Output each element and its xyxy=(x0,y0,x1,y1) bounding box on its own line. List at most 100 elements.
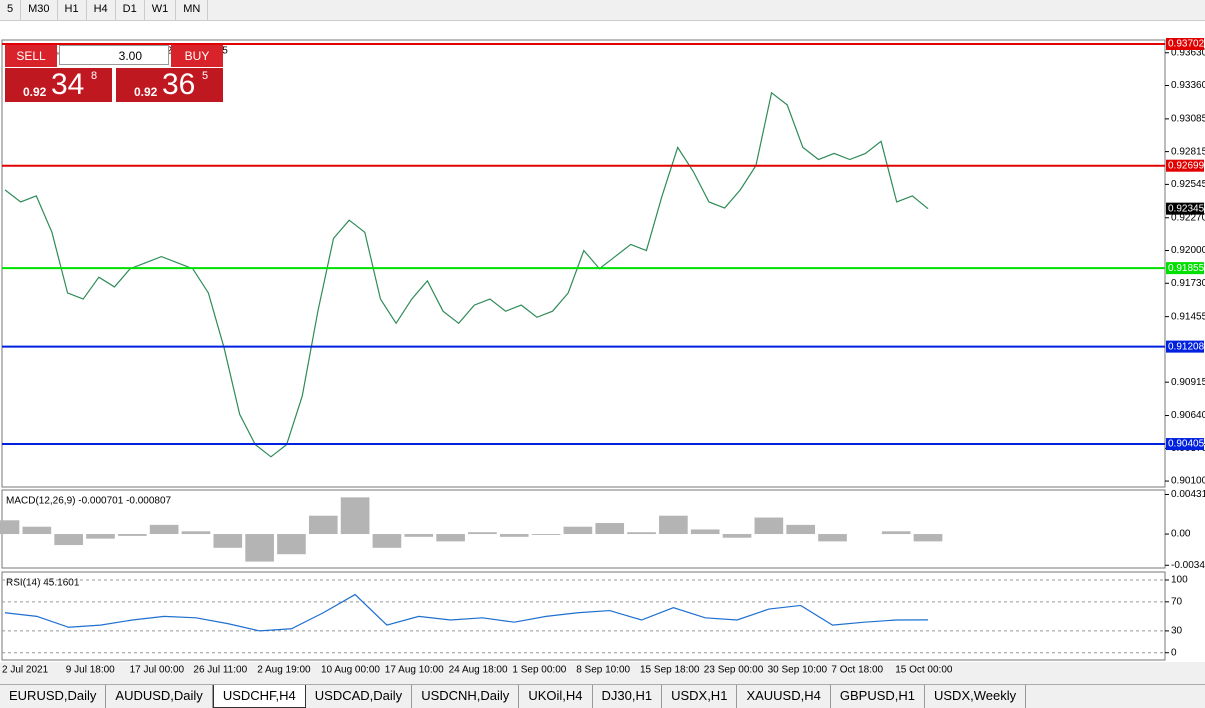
panel-frame xyxy=(1,39,1166,488)
chart-tab[interactable]: EURUSD,Daily xyxy=(0,685,107,708)
histogram-bar xyxy=(690,529,720,535)
histogram-bar xyxy=(754,517,784,535)
buy-price[interactable]: 0.92 36 5 xyxy=(116,68,223,102)
x-tick-label: 24 Aug 18:00 xyxy=(449,665,508,676)
histogram-bar xyxy=(499,534,529,537)
y-tick-label: 70 xyxy=(1171,596,1183,607)
level-label: 0.92699 xyxy=(1168,160,1205,171)
histogram-bar xyxy=(245,534,274,562)
chart-tab[interactable]: AUDUSD,Daily xyxy=(106,685,213,708)
lot-input[interactable]: 3.00 xyxy=(59,45,169,65)
level-label-bg xyxy=(1166,438,1204,451)
panel-title: RSI(14) 45.1601 xyxy=(6,578,80,589)
x-tick-label: 2 Jul 2021 xyxy=(2,665,49,676)
current-price-bg xyxy=(1166,202,1204,215)
chart-tabs: EURUSD,Daily AUDUSD,Daily USDCHF,H4 USDCAD,… xyxy=(0,684,1205,708)
level-label-bg xyxy=(1166,159,1204,172)
timeframe-button[interactable]: 5 xyxy=(0,0,22,20)
y-tick-label: 0.93085 xyxy=(1171,114,1205,125)
timeframe-button[interactable]: D1 xyxy=(116,0,145,20)
chart-tab[interactable]: USDCAD,Daily xyxy=(306,685,413,708)
buy-button[interactable]: BUY xyxy=(171,45,223,67)
x-tick-label: 2 Aug 19:00 xyxy=(257,665,311,676)
timeframe-button[interactable]: H1 xyxy=(58,0,87,20)
y-tick-label: 0.92815 xyxy=(1171,146,1205,157)
x-tick-label: 23 Sep 00:00 xyxy=(704,665,764,676)
chart-tab[interactable]: GBPUSD,H1 xyxy=(831,685,925,708)
histogram-bar xyxy=(277,534,306,555)
chart-tab[interactable]: USDX,H1 xyxy=(662,685,738,708)
timeframe-button[interactable]: W1 xyxy=(145,0,177,20)
chart-window: USDCHF,H4 0.92354 0.92354 0.92345 0.9234… xyxy=(0,21,1205,676)
level-label: 0.90405 xyxy=(1168,439,1205,450)
price-line xyxy=(4,91,929,458)
y-tick-label: 30 xyxy=(1171,626,1183,637)
y-tick-label: 100 xyxy=(1171,575,1188,586)
timeframe-button[interactable]: MN xyxy=(176,0,209,20)
histogram-bar xyxy=(913,534,943,542)
y-tick-label: 0.93630 xyxy=(1171,47,1205,58)
histogram-bar xyxy=(818,534,847,542)
y-tick-label: 0.90915 xyxy=(1171,377,1205,388)
histogram-bar xyxy=(563,526,593,535)
x-tick-label: 26 Jul 11:00 xyxy=(193,665,247,676)
y-tick-label: -0.00340 xyxy=(1171,560,1205,571)
y-tick-label: 0.90640 xyxy=(1171,410,1205,421)
current-price-label: 0.92345 xyxy=(1168,203,1205,214)
y-tick-label: 0 xyxy=(1171,647,1177,658)
histogram-bar xyxy=(627,532,656,535)
level-label: 0.91855 xyxy=(1168,263,1205,274)
y-tick-label: 0.00 xyxy=(1171,529,1191,540)
level-label: 0.93702 xyxy=(1168,39,1205,50)
x-tick-label: 17 Jul 00:00 xyxy=(130,665,185,676)
timeframe-button[interactable]: H4 xyxy=(87,0,116,20)
histogram-bar xyxy=(340,497,370,535)
price-big: 36 xyxy=(162,68,196,101)
sell-button[interactable]: SELL xyxy=(5,45,57,67)
histogram-bar xyxy=(786,524,816,535)
chart-tab[interactable]: UKOil,H4 xyxy=(519,685,593,708)
x-tick-label: 17 Aug 10:00 xyxy=(385,665,444,676)
y-tick-label: 0.00431 xyxy=(1171,489,1205,500)
y-tick-label: 0.92545 xyxy=(1171,179,1205,190)
histogram-bar xyxy=(881,531,911,535)
level-label: 0.91208 xyxy=(1168,341,1205,352)
chart-tab[interactable]: XAUUSD,H4 xyxy=(737,685,831,708)
chart-tab[interactable]: USDX,Weekly xyxy=(925,685,1027,708)
timeframe-toolbar: 5 M30 H1 H4 D1 W1 MN xyxy=(0,0,1205,21)
sell-price[interactable]: 0.92 34 8 xyxy=(5,68,112,102)
x-tick-label: 1 Sep 00:00 xyxy=(512,665,566,676)
histogram-bar xyxy=(531,534,561,535)
histogram-bar xyxy=(595,523,625,535)
histogram-bar xyxy=(54,534,83,546)
price-prefix: 0.92 xyxy=(23,85,47,99)
histogram-bar xyxy=(404,534,434,537)
price-line xyxy=(4,593,929,632)
level-label-bg xyxy=(1166,340,1204,353)
x-tick-label: 15 Oct 00:00 xyxy=(895,665,953,676)
histogram-bar xyxy=(0,520,20,535)
y-tick-label: 0.92270 xyxy=(1171,212,1205,223)
panel-frame xyxy=(1,571,1166,661)
level-label-bg xyxy=(1166,262,1204,275)
x-tick-label: 9 Jul 18:00 xyxy=(66,665,115,676)
chart-tab[interactable]: USDCNH,Daily xyxy=(412,685,520,708)
histogram-bar xyxy=(372,534,402,548)
x-tick-label: 8 Sep 10:00 xyxy=(576,665,630,676)
one-click-trading: SELL 3.00 BUY 0.92 34 8 0.92 36 5 xyxy=(5,45,225,103)
y-tick-label: 0.92000 xyxy=(1171,245,1205,256)
price-sup: 5 xyxy=(202,70,209,82)
price-big: 34 xyxy=(51,68,85,101)
histogram-bar xyxy=(308,515,338,535)
timeframe-button[interactable]: M30 xyxy=(21,0,58,20)
price-sup: 8 xyxy=(91,70,98,82)
histogram-bar xyxy=(213,534,243,548)
y-tick-label: 0.91455 xyxy=(1171,311,1205,322)
chart-tab[interactable]: USDCHF,H4 xyxy=(212,685,306,708)
level-label-bg xyxy=(1166,38,1204,51)
histogram-bar xyxy=(659,515,688,535)
histogram-bar xyxy=(22,526,52,535)
chart-background xyxy=(0,21,1205,662)
histogram-bar xyxy=(436,534,465,542)
chart-tab[interactable]: DJ30,H1 xyxy=(593,685,663,708)
